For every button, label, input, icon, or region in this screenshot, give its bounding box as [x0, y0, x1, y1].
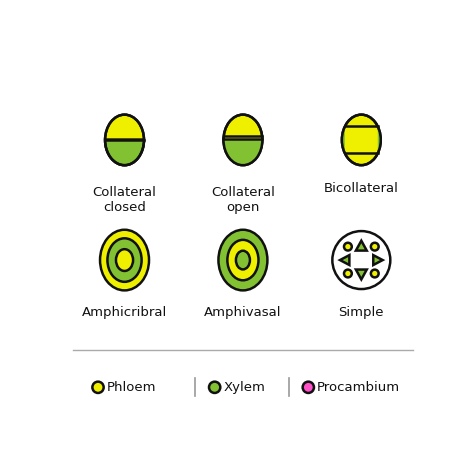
- Ellipse shape: [100, 230, 149, 291]
- Circle shape: [371, 243, 379, 251]
- Circle shape: [371, 269, 379, 277]
- Ellipse shape: [228, 240, 258, 280]
- Ellipse shape: [116, 249, 133, 271]
- Ellipse shape: [342, 115, 381, 165]
- Text: Amphivasal: Amphivasal: [204, 306, 282, 319]
- Circle shape: [344, 269, 352, 277]
- Polygon shape: [223, 115, 263, 140]
- Text: Phloem: Phloem: [107, 381, 156, 394]
- Ellipse shape: [219, 230, 267, 291]
- Ellipse shape: [108, 238, 142, 282]
- Text: Amphicribral: Amphicribral: [82, 306, 167, 319]
- Polygon shape: [223, 140, 263, 165]
- Ellipse shape: [223, 115, 263, 165]
- Polygon shape: [356, 269, 367, 280]
- Circle shape: [303, 381, 314, 393]
- Circle shape: [332, 231, 390, 289]
- Polygon shape: [373, 255, 383, 265]
- Polygon shape: [340, 255, 349, 265]
- Circle shape: [92, 381, 104, 393]
- Text: Xylem: Xylem: [223, 381, 265, 394]
- Text: Collateral
closed: Collateral closed: [92, 186, 156, 214]
- Text: Procambium: Procambium: [317, 381, 400, 394]
- Polygon shape: [105, 140, 144, 165]
- Ellipse shape: [105, 115, 144, 165]
- Text: Simple: Simple: [338, 306, 384, 319]
- Polygon shape: [342, 115, 381, 153]
- Text: Collateral
open: Collateral open: [211, 186, 275, 214]
- Polygon shape: [356, 241, 367, 251]
- Text: Bicollateral: Bicollateral: [324, 182, 399, 196]
- Circle shape: [344, 243, 352, 251]
- Circle shape: [209, 381, 220, 393]
- Ellipse shape: [236, 251, 250, 269]
